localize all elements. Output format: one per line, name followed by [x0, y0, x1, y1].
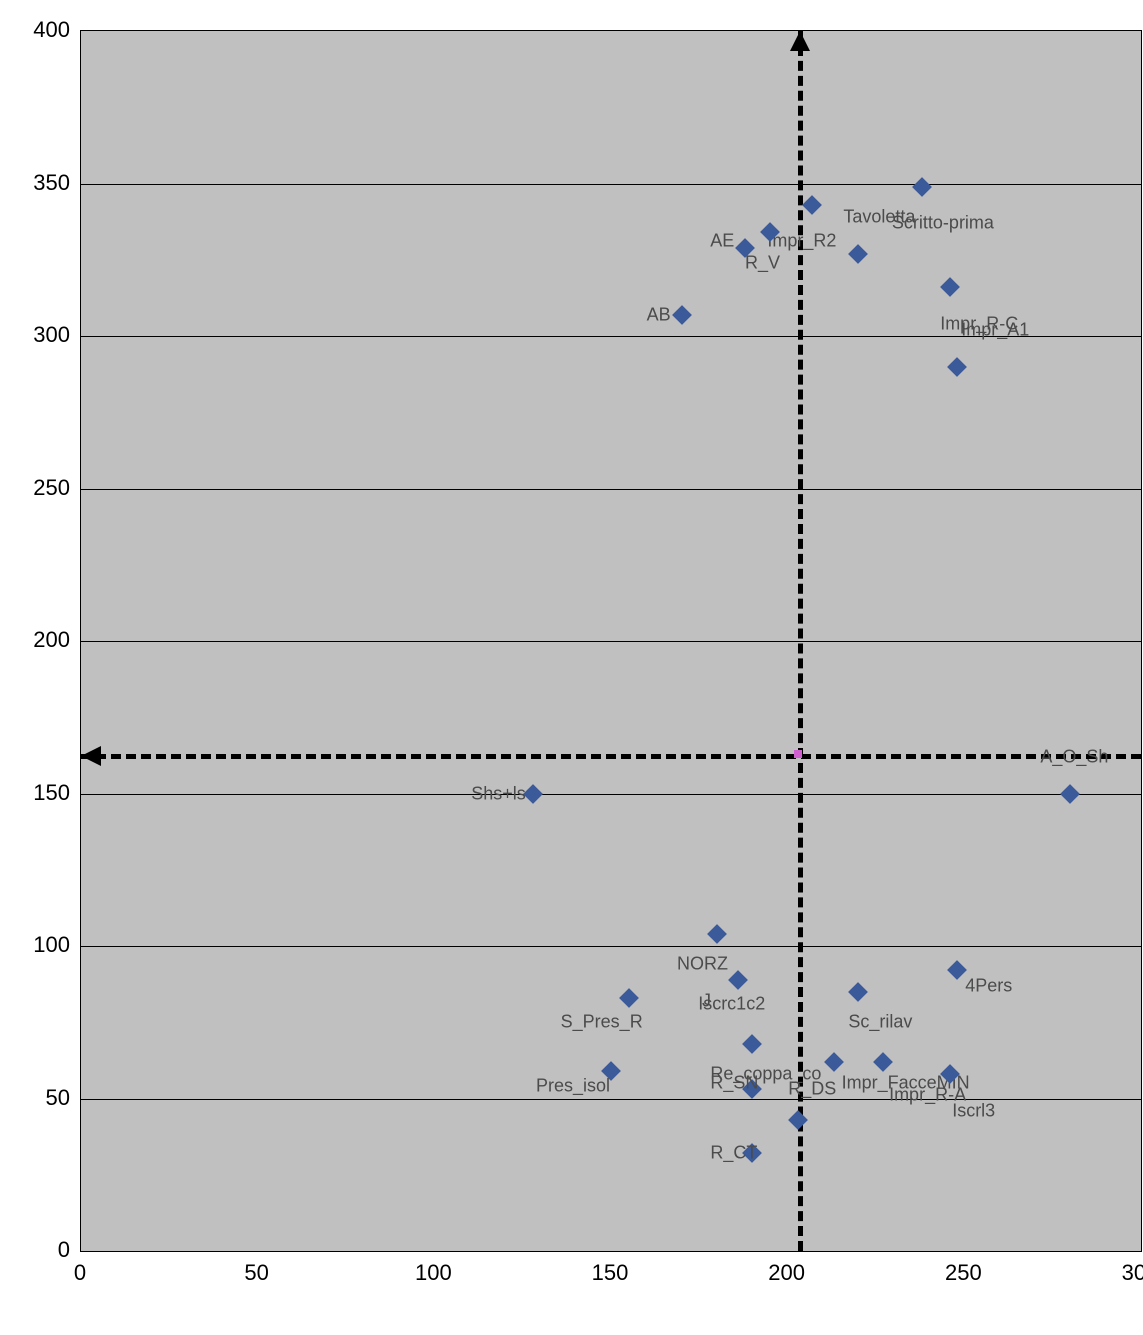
- gridline-y: [81, 489, 1141, 490]
- data-point: [802, 195, 822, 215]
- data-point-label: Impr_A1: [961, 319, 1029, 340]
- arrow-up-icon: [790, 31, 810, 51]
- arrow-left-icon: [81, 746, 101, 766]
- y-tick-label: 100: [20, 932, 70, 958]
- data-point-label: R_SN: [710, 1073, 758, 1094]
- y-tick-label: 0: [20, 1237, 70, 1263]
- data-point: [672, 305, 692, 325]
- x-tick-label: 300: [1122, 1260, 1143, 1286]
- data-point-label: S_Pres_R: [561, 1012, 643, 1033]
- data-point-label: R_DS: [788, 1079, 836, 1100]
- x-tick-label: 0: [74, 1260, 86, 1286]
- data-point-label: Iscrc1c2: [698, 993, 765, 1014]
- data-point: [947, 960, 967, 980]
- y-tick-label: 250: [20, 475, 70, 501]
- data-point: [848, 244, 868, 264]
- data-point-label: Pres_isol: [536, 1076, 610, 1097]
- data-point-label: Sc_rilav: [848, 1012, 912, 1033]
- gridline-y: [81, 184, 1141, 185]
- x-tick-label: 50: [244, 1260, 268, 1286]
- centroid-marker: [794, 750, 802, 758]
- data-point: [523, 784, 543, 804]
- y-tick-label: 400: [20, 17, 70, 43]
- gridline-y: [81, 641, 1141, 642]
- data-point-label: AE: [710, 231, 734, 252]
- data-point-label: R_CT: [710, 1143, 757, 1164]
- data-point-label: 4Pers: [965, 975, 1012, 996]
- data-point: [707, 924, 727, 944]
- gridline-y: [81, 794, 1141, 795]
- data-point-label: A_O_Sh: [1040, 746, 1108, 767]
- x-tick-label: 150: [592, 1260, 629, 1286]
- y-tick-label: 50: [20, 1085, 70, 1111]
- data-point: [742, 1034, 762, 1054]
- data-point: [848, 982, 868, 1002]
- x-tick-label: 100: [415, 1260, 452, 1286]
- crosshair-horizontal: [81, 754, 1141, 759]
- data-point: [947, 357, 967, 377]
- data-point: [619, 988, 639, 1008]
- data-point: [728, 970, 748, 990]
- data-point-label: AB: [647, 304, 671, 325]
- y-tick-label: 150: [20, 780, 70, 806]
- plot-area: Impr_R2Scritto-primaR_VAETavolettaImpr_R…: [80, 30, 1142, 1252]
- data-point-label: NORZ: [677, 954, 728, 975]
- data-point: [1060, 784, 1080, 804]
- data-point-label: Tavoletta: [843, 207, 915, 228]
- data-point: [912, 177, 932, 197]
- data-point: [788, 1110, 808, 1130]
- data-point-label: Shs+ls: [471, 783, 526, 804]
- data-point: [940, 277, 960, 297]
- data-point-label: Impr_R-A: [889, 1085, 966, 1106]
- scatter-chart: Impr_R2Scritto-primaR_VAETavolettaImpr_R…: [20, 20, 1143, 1315]
- y-tick-label: 350: [20, 170, 70, 196]
- gridline-y: [81, 946, 1141, 947]
- x-tick-label: 200: [768, 1260, 805, 1286]
- data-point-label: R_V: [745, 252, 780, 273]
- y-tick-label: 200: [20, 627, 70, 653]
- y-tick-label: 300: [20, 322, 70, 348]
- data-point: [873, 1052, 893, 1072]
- x-tick-label: 250: [945, 1260, 982, 1286]
- data-point: [824, 1052, 844, 1072]
